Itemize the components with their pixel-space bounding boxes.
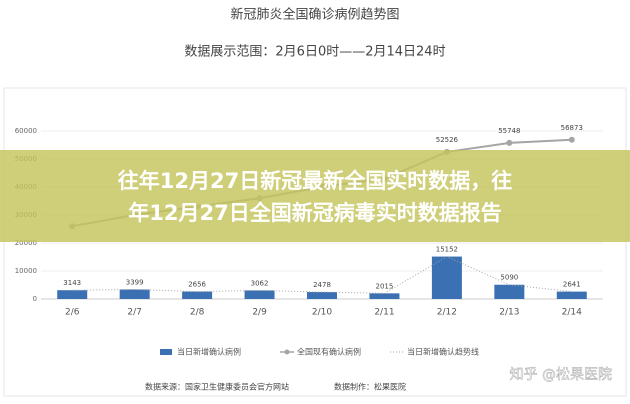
x-tick-label: 2/14 (562, 308, 582, 318)
bar (369, 293, 400, 299)
bar (556, 291, 587, 299)
legend-label: 全国现有确认病例 (297, 347, 361, 357)
bar-label: 2641 (563, 281, 581, 289)
bar (307, 292, 337, 299)
legend-label: 当日新增确认趋势线 (407, 347, 479, 357)
bar-label: 15152 (436, 246, 458, 254)
legend-label: 当日新增确认病例 (177, 347, 241, 357)
bar (494, 284, 525, 299)
banner-bg (0, 150, 630, 242)
line-point (568, 136, 575, 143)
maker: 数据制作：松果医院 (334, 382, 406, 392)
bar-label: 2015 (376, 282, 394, 290)
bar (182, 291, 213, 299)
bar (431, 256, 462, 299)
bar-label: 5090 (500, 274, 518, 282)
bar-label: 3399 (126, 278, 144, 286)
x-tick-label: 2/8 (190, 308, 205, 318)
bar (57, 290, 88, 299)
y-tick-label: 20000 (15, 239, 37, 247)
line-label: 52526 (436, 136, 459, 144)
x-tick-label: 2/9 (252, 308, 267, 318)
x-tick-label: 2/6 (65, 308, 80, 318)
line-label: 56873 (561, 124, 583, 132)
bar (119, 289, 150, 299)
x-tick-label: 2/7 (127, 308, 141, 318)
bar (244, 290, 275, 299)
legend-swatch (160, 349, 172, 355)
legend-swatch (284, 349, 290, 355)
trend-line (72, 256, 572, 294)
x-tick-label: 2/11 (374, 308, 394, 318)
y-tick-label: 60000 (15, 127, 37, 135)
bar-label: 2656 (188, 281, 206, 289)
source: 数据来源：国家卫生健康委员会官方网站 (145, 382, 289, 392)
line-label: 55748 (498, 127, 520, 135)
banner-text: 往年12月27日新冠最新全国实时数据，往 (118, 169, 512, 193)
bar-label: 3143 (63, 279, 81, 287)
chart-subtitle: 数据展示范围：2月6日0时——2月14日24时 (184, 45, 445, 60)
watermark: 知乎 @松果医院 (510, 366, 612, 383)
x-tick-label: 2/12 (437, 308, 457, 318)
chart-title: 新冠肺炎全国确诊病例趋势图 (230, 7, 399, 23)
x-tick-label: 2/10 (312, 308, 332, 318)
y-tick-label: 0 (33, 295, 37, 303)
y-tick-label: 10000 (15, 267, 37, 275)
x-tick-label: 2/13 (499, 308, 519, 318)
bar-label: 3062 (251, 279, 269, 287)
bar-label: 2478 (313, 281, 331, 289)
line-point (506, 139, 513, 146)
banner-text: 年12月27日全国新冠病毒实时数据报告 (128, 201, 501, 225)
